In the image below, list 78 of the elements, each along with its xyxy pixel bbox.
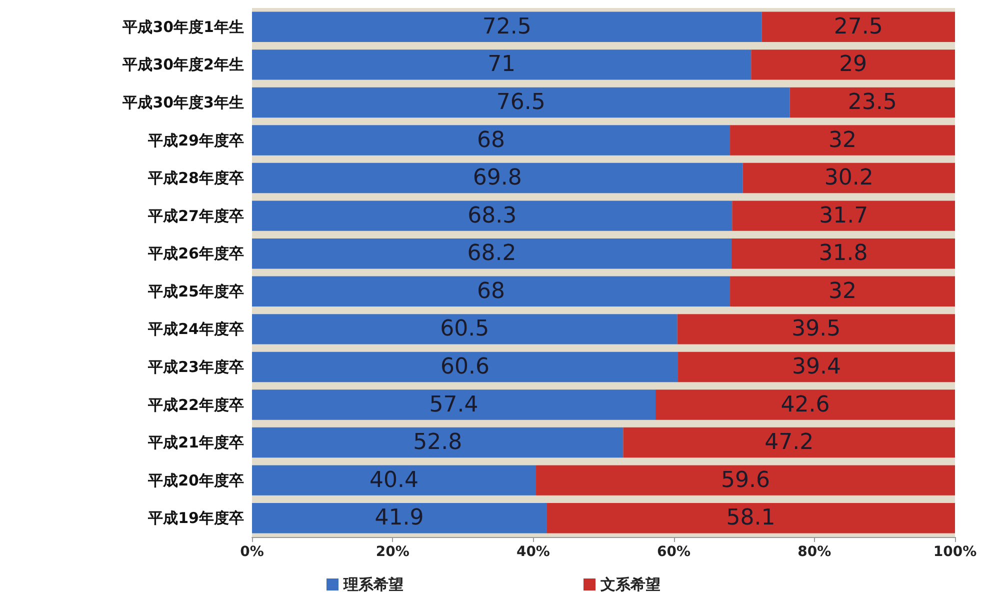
y-tick-label: 平成27年度卒 bbox=[147, 206, 244, 225]
data-label: 42.6 bbox=[780, 392, 830, 418]
bar bbox=[252, 276, 730, 307]
data-label: 58.1 bbox=[726, 506, 776, 531]
data-label: 68.2 bbox=[467, 241, 516, 266]
y-tick-label: 平成25年度卒 bbox=[147, 282, 244, 300]
bar bbox=[252, 200, 732, 231]
bar bbox=[730, 276, 955, 307]
bar bbox=[742, 162, 955, 194]
bar bbox=[252, 87, 790, 118]
x-tick-label: 60% bbox=[657, 544, 691, 560]
y-tick-label: 平成30年度2年生 bbox=[122, 56, 244, 74]
bar bbox=[732, 200, 955, 231]
y-tick-label: 平成23年度卒 bbox=[147, 358, 244, 376]
data-label: 32 bbox=[828, 278, 857, 304]
bar bbox=[252, 314, 678, 344]
x-tick-label: 40% bbox=[516, 544, 550, 560]
bar bbox=[762, 12, 955, 42]
bar bbox=[252, 238, 732, 269]
bar bbox=[252, 427, 624, 458]
data-label: 32 bbox=[828, 128, 857, 153]
data-label: 29 bbox=[839, 52, 868, 78]
data-label: 60.5 bbox=[440, 316, 490, 342]
y-tick-label: 平成30年度1年生 bbox=[122, 18, 244, 36]
bar bbox=[623, 427, 955, 458]
data-label: 57.4 bbox=[429, 392, 478, 418]
bar bbox=[252, 390, 656, 420]
bar bbox=[252, 502, 547, 534]
data-label: 31.7 bbox=[819, 203, 868, 228]
data-label: 52.8 bbox=[413, 430, 462, 456]
data-label: 39.5 bbox=[792, 316, 841, 342]
bar bbox=[252, 162, 743, 194]
y-tick-label: 平成20年度卒 bbox=[147, 471, 244, 490]
legend-label: 文系希望 bbox=[600, 576, 660, 594]
data-label: 69.8 bbox=[472, 166, 522, 191]
x-tick-label: 20% bbox=[376, 544, 410, 560]
bar bbox=[252, 125, 730, 156]
bar bbox=[731, 238, 955, 269]
y-tick-label: 平成28年度卒 bbox=[147, 169, 244, 188]
data-label: 60.6 bbox=[440, 354, 490, 380]
data-label: 40.4 bbox=[370, 468, 418, 493]
y-tick-label: 平成29年度卒 bbox=[147, 131, 244, 150]
bar bbox=[536, 465, 955, 496]
x-tick-label: 0% bbox=[240, 544, 264, 560]
data-label: 47.2 bbox=[764, 430, 814, 456]
y-tick-label: 平成22年度卒 bbox=[147, 396, 244, 414]
data-label: 39.4 bbox=[792, 354, 841, 380]
x-tick-label: 80% bbox=[798, 544, 832, 560]
bar bbox=[252, 12, 762, 42]
data-label: 31.8 bbox=[818, 241, 868, 266]
data-label: 23.5 bbox=[848, 90, 897, 115]
x-tick-label: 100% bbox=[933, 544, 977, 560]
bar bbox=[252, 50, 752, 80]
data-label: 41.9 bbox=[374, 506, 424, 531]
data-label: 71 bbox=[488, 52, 516, 78]
bar bbox=[252, 465, 536, 496]
data-label: 76.5 bbox=[496, 90, 546, 115]
data-label: 68 bbox=[477, 128, 506, 153]
bar bbox=[678, 352, 955, 382]
y-tick-label: 平成24年度卒 bbox=[147, 320, 244, 338]
y-tick-label: 平成21年度卒 bbox=[147, 434, 244, 452]
data-label: 30.2 bbox=[824, 166, 874, 191]
data-label: 72.5 bbox=[482, 14, 532, 40]
bar bbox=[730, 125, 955, 156]
bar bbox=[751, 50, 955, 80]
bar bbox=[790, 87, 955, 118]
y-tick-label: 平成30年度3年生 bbox=[122, 93, 244, 112]
bar bbox=[677, 314, 955, 344]
y-tick-label: 平成19年度卒 bbox=[147, 509, 244, 528]
bar bbox=[656, 390, 955, 420]
data-label: 59.6 bbox=[721, 468, 770, 493]
data-label: 27.5 bbox=[834, 14, 883, 40]
bar bbox=[546, 502, 955, 534]
data-label: 68.3 bbox=[468, 203, 517, 228]
y-tick-label: 平成26年度卒 bbox=[147, 244, 244, 263]
legend-label: 理系希望 bbox=[342, 576, 404, 594]
data-label: 68 bbox=[477, 278, 506, 304]
bar bbox=[252, 352, 678, 382]
